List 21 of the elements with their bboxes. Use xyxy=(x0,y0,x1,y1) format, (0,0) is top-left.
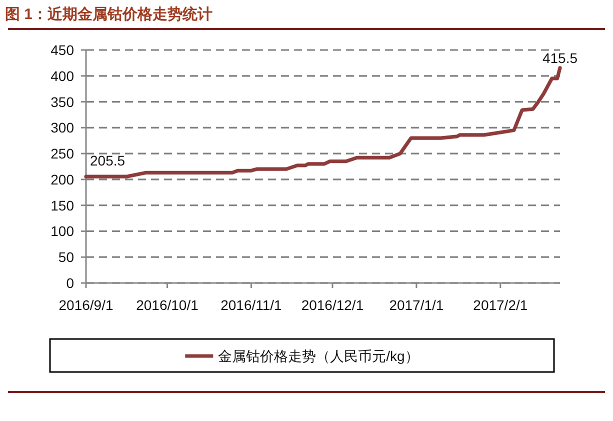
x-tick-label: 2016/11/1 xyxy=(220,297,282,313)
y-tick-label: 200 xyxy=(50,171,74,188)
y-tick-label: 300 xyxy=(50,120,74,136)
y-tick-label: 450 xyxy=(50,42,74,58)
x-tick-label: 2017/2/1 xyxy=(473,297,528,313)
legend-label: 金属钴价格走势（人民币元/kg） xyxy=(218,348,419,364)
line-series xyxy=(84,66,562,178)
y-tick-label: 350 xyxy=(50,94,74,110)
x-tick-label: 2016/10/1 xyxy=(136,297,199,313)
x-tick-label: 2016/12/1 xyxy=(301,297,364,313)
data-label: 205.5 xyxy=(90,152,126,169)
data-label: 415.5 xyxy=(542,50,578,66)
x-tick-label: 2016/9/1 xyxy=(58,297,114,313)
y-tick-label: 100 xyxy=(50,223,74,240)
y-tick-label: 250 xyxy=(50,146,74,162)
x-tick-label: 2017/1/1 xyxy=(389,297,444,313)
y-tick-label: 0 xyxy=(66,275,74,291)
chart-title: 图 1：近期金属钴价格走势统计 xyxy=(5,6,213,23)
y-tick-label: 50 xyxy=(58,249,74,266)
y-tick-label: 400 xyxy=(50,68,74,84)
y-tick-label: 150 xyxy=(50,197,74,214)
